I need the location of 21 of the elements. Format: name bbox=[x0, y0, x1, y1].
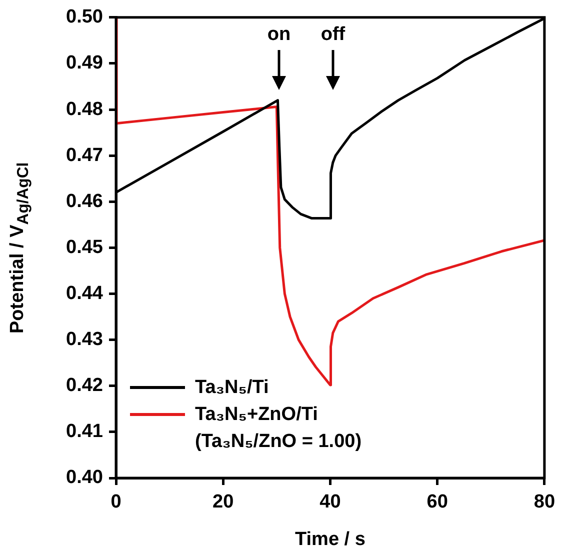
x-tick-label: 20 bbox=[212, 492, 234, 513]
y-tick-label: 0.41 bbox=[66, 421, 104, 442]
annotation: on bbox=[266, 24, 292, 46]
annotation: off bbox=[320, 24, 346, 46]
y-tick-label: 0.44 bbox=[66, 282, 104, 304]
x-tick-label: 60 bbox=[426, 492, 448, 513]
x-axis-title: Time / s bbox=[295, 528, 366, 550]
y-tick-label: 0.48 bbox=[66, 98, 103, 120]
x-tick-label: 40 bbox=[320, 492, 341, 513]
y-tick-label: 0.46 bbox=[66, 190, 103, 212]
legend-label: Ta₃N₅+ZnO/Ti (Ta₃N₅/ZnO = 1.00) bbox=[195, 403, 363, 454]
y-tick-label: 0.50 bbox=[66, 6, 103, 28]
y-tick-label: 0.40 bbox=[66, 467, 103, 488]
x-tick-label: 80 bbox=[534, 492, 556, 513]
y-tick-label: 0.49 bbox=[66, 52, 103, 74]
y-tick-label: 0.47 bbox=[66, 144, 103, 166]
x-tick-label: 0 bbox=[110, 492, 122, 513]
y-tick-label: 0.43 bbox=[66, 329, 103, 350]
y-tick-label: 0.42 bbox=[66, 375, 103, 396]
y-tick-label: 0.45 bbox=[66, 236, 104, 258]
legend-label: Ta₃N₅/Ti bbox=[195, 376, 270, 400]
